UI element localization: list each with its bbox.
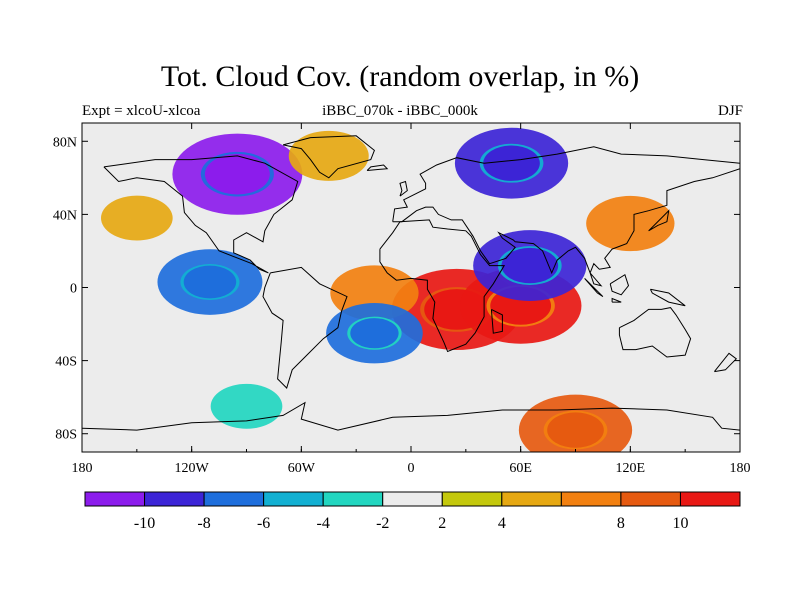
coastline — [649, 288, 686, 307]
coastline — [618, 307, 692, 358]
colorbar-swatch — [322, 491, 384, 507]
anomaly-blob — [288, 130, 369, 181]
x-tick-label: 180 — [72, 461, 93, 476]
colorbar-tick-label: -2 — [376, 515, 389, 532]
colorbar-swatch — [441, 491, 503, 507]
anomaly-peak — [501, 247, 559, 284]
coastline — [366, 164, 389, 171]
coastlines — [82, 135, 740, 431]
anomaly-peak — [483, 145, 540, 181]
coastline — [648, 209, 670, 232]
x-tick-label: 180 — [730, 461, 751, 476]
colorbar-tick-label: -10 — [134, 515, 155, 532]
colorbar-tick-label: 8 — [617, 515, 625, 532]
x-tick-label: 60E — [509, 461, 532, 476]
x-tick-label: 120W — [175, 461, 210, 476]
anomaly-blob — [100, 195, 173, 241]
coastline — [262, 266, 348, 389]
coastline — [490, 308, 503, 334]
coastline — [611, 297, 622, 303]
anomaly-peak — [547, 412, 604, 448]
anomaly-peak — [183, 265, 237, 299]
coastline — [392, 146, 740, 287]
colorbar-tick-label: 4 — [498, 515, 506, 532]
experiment-label: Expt = xlcoU-xlcoa — [82, 103, 201, 119]
colorbar-tick-label: 10 — [672, 515, 688, 532]
coastline — [282, 135, 375, 179]
anomaly-blob — [210, 383, 283, 429]
case-label: iBBC_070k - iBBC_000k — [322, 103, 478, 119]
colorbar-tick-label: -4 — [317, 515, 330, 532]
y-tick-label: 80N — [53, 135, 77, 150]
x-tick-label: 60W — [288, 461, 316, 476]
y-tick-label: 40N — [53, 208, 77, 223]
colorbar-swatch — [679, 491, 741, 507]
coastline — [714, 352, 738, 373]
season-label: DJF — [717, 103, 743, 119]
colorbar-tick-label: -6 — [257, 515, 270, 532]
colorbar-swatch — [501, 491, 562, 507]
colorbar-swatch — [620, 491, 681, 507]
coastline — [609, 273, 630, 296]
coastline — [399, 180, 408, 197]
coastline — [103, 155, 299, 274]
y-tick-label: 40S — [55, 355, 77, 370]
x-tick-label: 0 — [408, 461, 415, 476]
coastline — [82, 401, 740, 431]
y-tick-label: 0 — [70, 282, 77, 297]
colorbar-swatch — [84, 491, 146, 507]
colorbar-swatch — [382, 491, 443, 507]
colorbar-tick-label: 2 — [438, 515, 446, 532]
colorbar: -10 -8 -6 -4 -2 2 4 8 10 — [84, 491, 741, 532]
colorbar-swatch — [203, 491, 265, 507]
colorbar-swatch — [560, 491, 622, 507]
anomaly-field — [100, 127, 675, 452]
colorbar-swatch — [263, 491, 324, 507]
colorbar-swatch — [144, 491, 205, 507]
x-axis: 180 120W 60W 0 60E 120E 180 — [72, 123, 751, 476]
coastline — [584, 278, 604, 298]
colorbar-tick-label: -8 — [197, 515, 210, 532]
anomaly-peak — [204, 153, 270, 195]
x-tick-label: 120E — [616, 461, 646, 476]
coastline — [379, 219, 506, 353]
y-axis: 80N 40N 0 40S 80S — [53, 135, 740, 443]
anomaly-peak — [350, 318, 399, 349]
chart-title: Tot. Cloud Cov. (random overlap, in %) — [160, 60, 640, 93]
y-tick-label: 80S — [55, 428, 77, 443]
